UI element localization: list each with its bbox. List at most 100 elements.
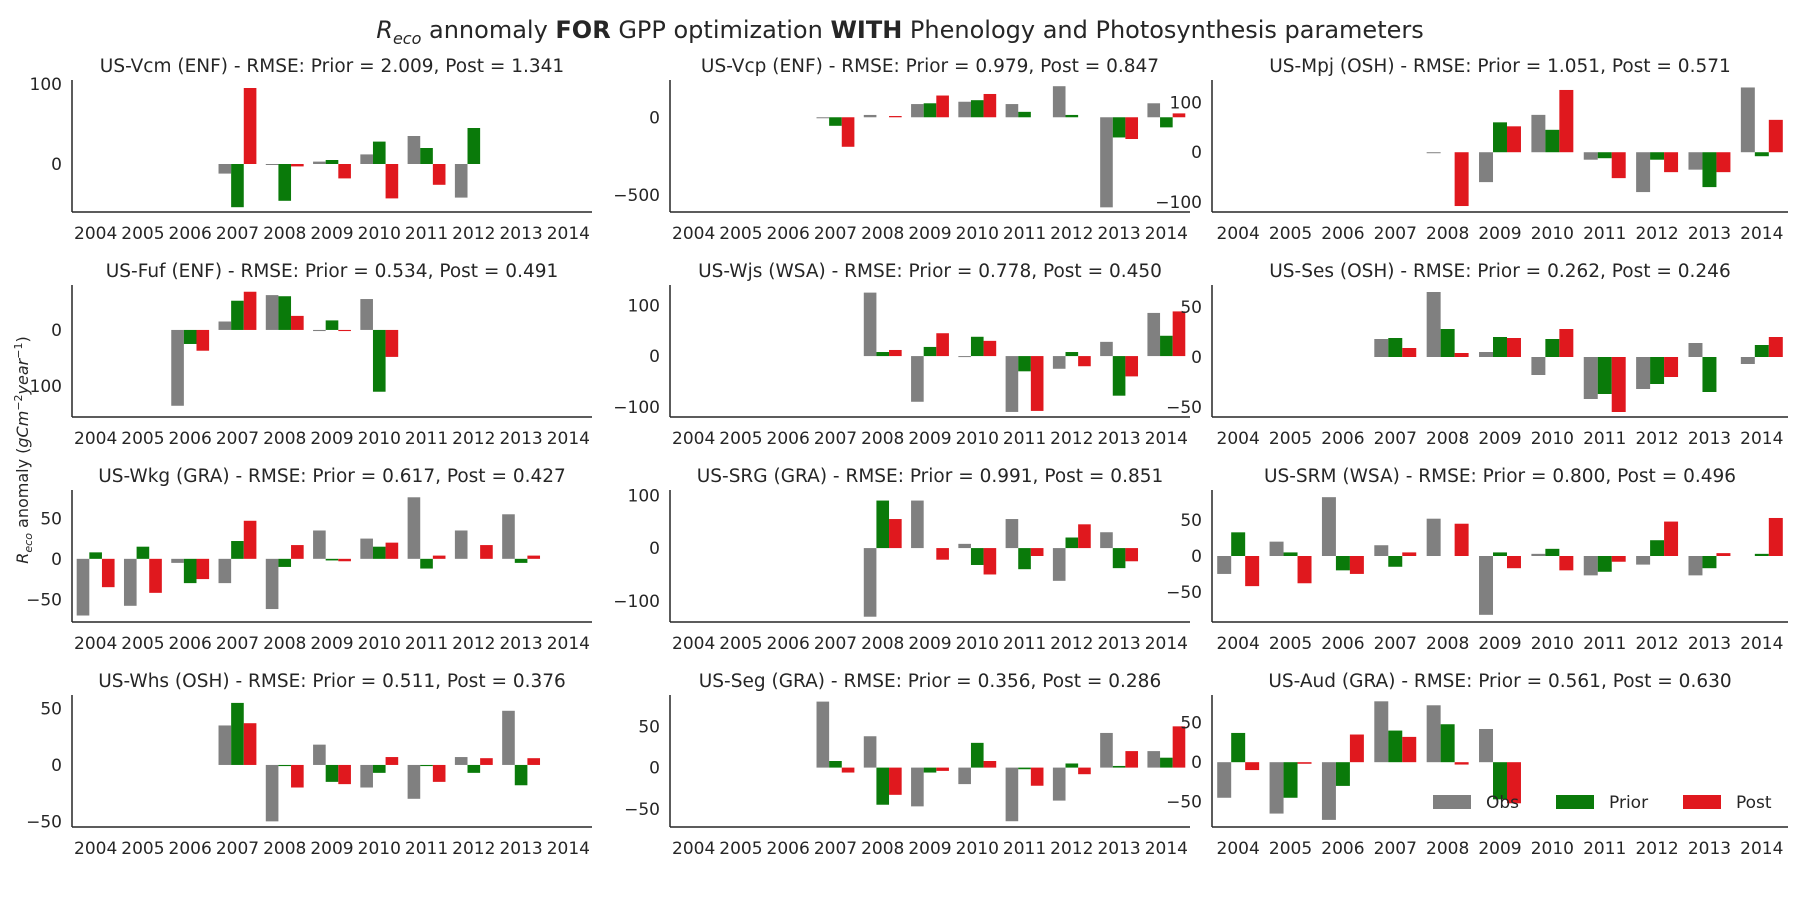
bar-post-2006 [1349, 556, 1364, 574]
x-tick-label: 2012 [1050, 429, 1093, 449]
bar-post-2005 [1297, 762, 1312, 764]
bar-prior-2013 [1112, 356, 1126, 396]
bar-post-2014 [1172, 726, 1186, 768]
x-tick-label: 2005 [1269, 429, 1312, 449]
bar-obs-2014 [1147, 312, 1161, 357]
bar-prior-2012 [1650, 152, 1665, 160]
bar-obs-2011 [1005, 767, 1019, 822]
bar-prior-2008 [1440, 329, 1455, 357]
x-tick-label: 2004 [1217, 839, 1260, 859]
x-tick-label: 2010 [1531, 429, 1574, 449]
x-tick-label: 2010 [358, 429, 401, 449]
x-tick-label: 2011 [405, 224, 448, 244]
x-tick-label: 2011 [405, 839, 448, 859]
x-tick-label: 2006 [1321, 429, 1364, 449]
x-tick-label: 2012 [1050, 224, 1093, 244]
bar-post-2014 [1172, 311, 1186, 357]
bar-post-2012 [1664, 357, 1679, 377]
bar-obs-2013 [1688, 343, 1703, 357]
x-tick-label: 2012 [1050, 634, 1093, 654]
bar-obs-2010 [1531, 553, 1546, 556]
y-tick-label: 0 [649, 759, 660, 779]
x-tick-label: 2009 [310, 429, 353, 449]
bar-obs-2010 [958, 101, 971, 118]
bar-prior-2011 [1018, 548, 1031, 570]
x-tick-label: 2005 [719, 839, 762, 859]
bar-prior-2008 [278, 558, 292, 567]
x-tick-label: 2011 [1583, 839, 1626, 859]
bar-obs-2009 [1479, 152, 1494, 183]
bar-obs-2005 [1269, 762, 1284, 814]
bar-post-2011 [1611, 556, 1626, 562]
bar-obs-2010 [1531, 114, 1546, 153]
bar-prior-2009 [923, 346, 937, 357]
bar-post-2012 [1078, 356, 1091, 367]
bar-prior-2008 [278, 296, 292, 330]
x-tick-label: 2008 [861, 429, 904, 449]
bar-prior-2010 [1545, 548, 1560, 556]
bar-obs-2013 [1100, 532, 1113, 549]
x-tick-label: 2014 [1145, 839, 1188, 859]
bar-post-2008 [1454, 523, 1469, 556]
bar-obs-2008 [1426, 152, 1441, 154]
x-tick-label: 2008 [861, 224, 904, 244]
x-tick-label: 2008 [263, 429, 306, 449]
bar-obs-2008 [1426, 705, 1441, 763]
bar-obs-2008 [1426, 518, 1441, 556]
x-tick-label: 2014 [1145, 429, 1188, 449]
x-tick-label: 2010 [956, 224, 999, 244]
y-tick-label: 50 [40, 509, 62, 529]
x-tick-label: 2004 [672, 634, 715, 654]
bar-obs-2012 [454, 530, 468, 559]
y-tick-label: −50 [26, 590, 62, 610]
x-tick-label: 2005 [719, 429, 762, 449]
bar-prior-2007 [231, 164, 244, 208]
bar-obs-2012 [454, 164, 468, 198]
bar-prior-2009 [325, 160, 339, 164]
x-tick-label: 2013 [1688, 839, 1731, 859]
bar-prior-2013 [514, 558, 528, 563]
bar-prior-2012 [1065, 537, 1079, 549]
x-tick-label: 2006 [169, 839, 212, 859]
bar-post-2007 [243, 291, 257, 330]
x-tick-label: 2014 [1740, 224, 1783, 244]
x-tick-label: 2005 [121, 634, 164, 654]
bar-prior-2007 [1388, 556, 1403, 567]
panel-title: US-Wjs (WSA) - RMSE: Prior = 0.778, Post… [698, 261, 1162, 282]
bar-post-2014 [1172, 113, 1186, 118]
bar-obs-2007 [218, 725, 232, 765]
y-tick-label: 100 [1170, 93, 1202, 113]
bar-obs-2007 [1374, 701, 1389, 763]
bar-prior-2013 [1702, 556, 1717, 569]
y-tick-label: 0 [1191, 547, 1202, 567]
bar-post-2005 [1297, 556, 1312, 584]
bar-prior-2007 [829, 761, 842, 768]
panel-title: US-Vcm (ENF) - RMSE: Prior = 2.009, Post… [100, 56, 564, 77]
bar-post-2012 [1664, 521, 1679, 556]
x-tick-label: 2010 [1531, 224, 1574, 244]
legend: Obs Prior Post [1433, 793, 1772, 813]
x-tick-label: 2013 [1688, 634, 1731, 654]
bar-obs-2008 [265, 164, 279, 165]
x-tick-label: 2006 [169, 634, 212, 654]
bar-prior-2007 [829, 117, 842, 126]
x-tick-label: 2014 [547, 839, 590, 859]
bar-post-2014 [1768, 337, 1783, 357]
bar-post-2013 [1125, 356, 1139, 377]
bar-post-2009 [1506, 338, 1521, 357]
legend-label-prior: Prior [1609, 793, 1648, 813]
panel-title: US-Aud (GRA) - RMSE: Prior = 0.561, Post… [1268, 671, 1731, 692]
x-tick-label: 2005 [121, 224, 164, 244]
bar-post-2009 [338, 164, 351, 179]
panel-title: US-Vcp (ENF) - RMSE: Prior = 0.979, Post… [701, 56, 1159, 77]
bar-prior-2014 [1754, 345, 1769, 357]
bar-prior-2008 [278, 764, 292, 767]
bar-prior-2010 [372, 764, 386, 773]
bar-obs-2006 [1321, 497, 1336, 556]
y-tick-label: 50 [1180, 511, 1202, 531]
bar-prior-2005 [1283, 762, 1298, 798]
panel-title: US-Whs (OSH) - RMSE: Prior = 0.511, Post… [98, 671, 566, 692]
x-tick-label: 2004 [1217, 224, 1260, 244]
